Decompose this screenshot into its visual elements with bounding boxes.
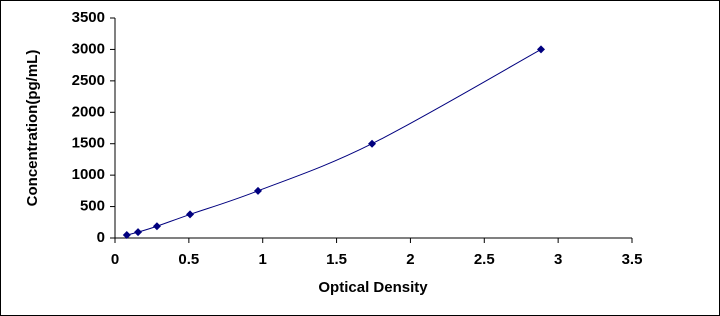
point [152,222,161,231]
y-tick-label: 2000 [72,103,105,120]
x-tick-label: 3.5 [622,251,643,268]
y-tick-label: 2500 [72,72,105,89]
point [134,228,143,237]
y-tick-label: 0 [97,229,105,246]
point [253,186,262,195]
x-tick-label: 0 [111,251,119,268]
y-tick-label: 1000 [72,166,105,183]
y-tick-label: 3000 [72,40,105,57]
point [368,139,377,148]
x-tick-label: 1.5 [326,251,347,268]
y-tick-label: 3500 [72,9,105,26]
x-axis-label: Optical Density [318,279,428,296]
y-tick-label: 1500 [72,135,105,152]
x-tick-label: 3 [554,251,562,268]
y-axis-label: Concentration(pg/mL) [24,50,41,207]
x-tick-label: 0.5 [178,251,199,268]
point [537,45,546,54]
x-tick-label: 2.5 [474,251,495,268]
point [186,210,195,219]
x-tick-label: 1 [259,251,267,268]
point [122,231,131,240]
y-tick-label: 500 [80,198,105,215]
x-tick-label: 2 [406,251,414,268]
